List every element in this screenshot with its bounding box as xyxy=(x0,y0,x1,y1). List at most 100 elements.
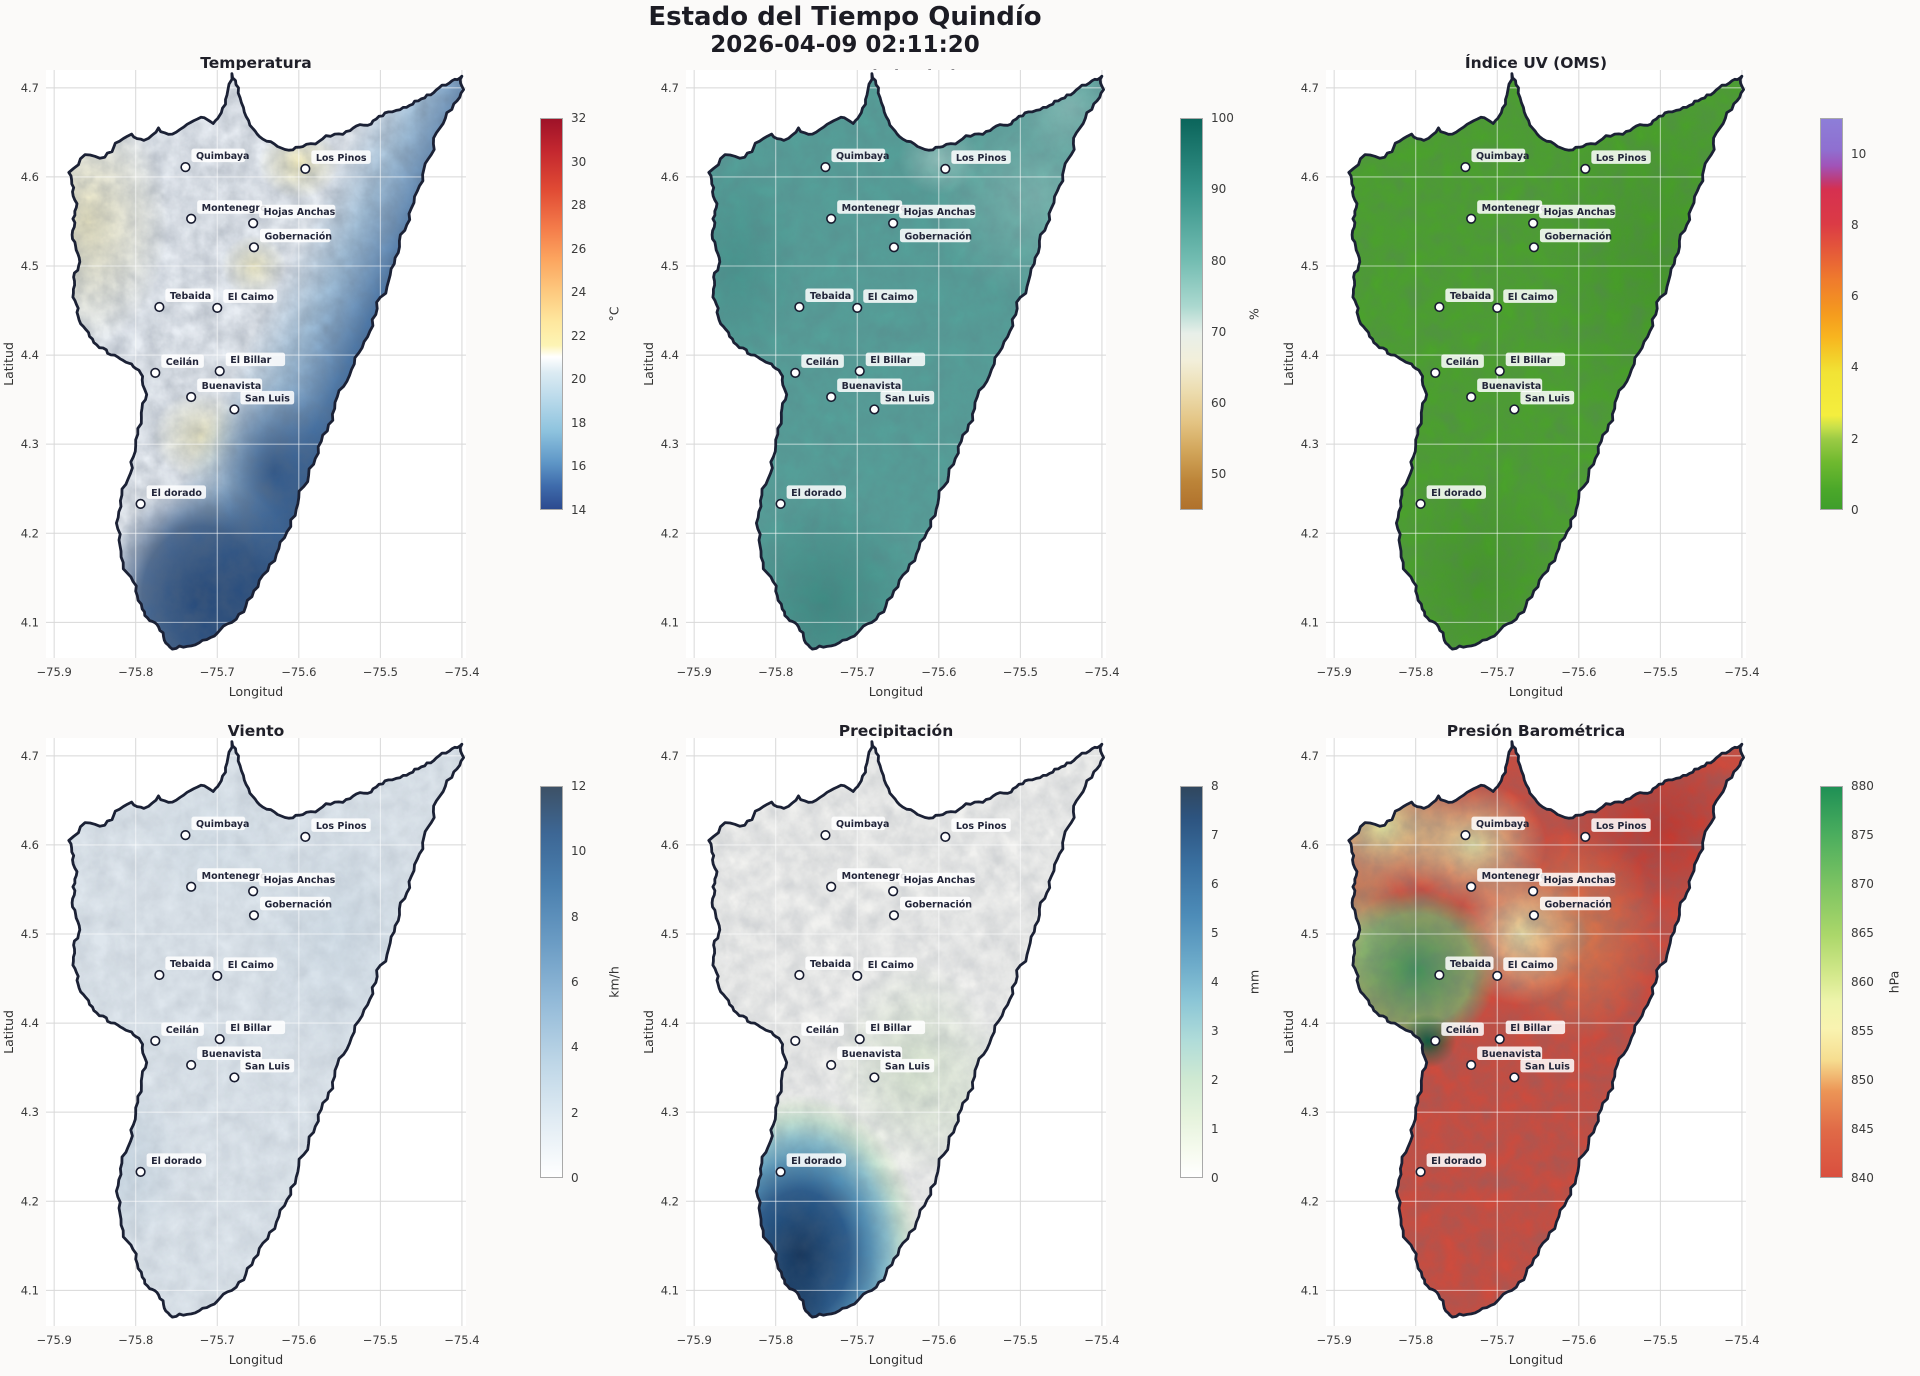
city-gobernación: Gobernación xyxy=(888,896,972,921)
colorbar-tick: 10 xyxy=(1851,146,1867,161)
colorbar-gradient xyxy=(1820,118,1843,510)
x-axis-label: Longitud xyxy=(869,684,923,699)
figure-timestamp: 2026-04-09 02:11:20 xyxy=(710,32,980,58)
svg-text:−75.5: −75.5 xyxy=(1643,1333,1678,1347)
axis-tick-labels: −75.9 −75.8 −75.7 −75.6 −75.5 −75.4 4.7 4.6 4.5 4… xyxy=(661,81,1120,679)
city-montenegro: Montenegro xyxy=(186,868,267,892)
svg-text:Hojas Anchas: Hojas Anchas xyxy=(1544,207,1616,218)
svg-text:4.3: 4.3 xyxy=(1301,437,1319,451)
svg-text:El dorado: El dorado xyxy=(791,488,842,499)
panel-humedad: Humedad Relativa Quimbaya Los Pinos Mont… xyxy=(640,36,1280,704)
colorbar-tick: 20 xyxy=(571,372,587,387)
city-montenegro: Montenegro xyxy=(186,200,267,224)
svg-text:4.1: 4.1 xyxy=(661,615,679,629)
svg-text:El Billar: El Billar xyxy=(230,355,271,366)
colorbar-precipitacion: 8 7 6 5 4 3 2 1 0 mm xyxy=(1180,732,1280,1372)
city-quimbaya: Quimbaya xyxy=(180,148,250,173)
svg-text:Quimbaya: Quimbaya xyxy=(1476,819,1530,830)
x-axis-label: Longitud xyxy=(1509,684,1563,699)
svg-text:Buenavista: Buenavista xyxy=(202,381,262,392)
svg-text:Gobernación: Gobernación xyxy=(904,231,972,242)
svg-text:4.2: 4.2 xyxy=(1301,1194,1319,1208)
svg-text:Gobernación: Gobernación xyxy=(264,231,332,242)
city-el-dorado: El dorado xyxy=(1415,485,1487,509)
colorbar-tick: 845 xyxy=(1851,1122,1874,1136)
svg-text:Quimbaya: Quimbaya xyxy=(1476,151,1530,162)
colorbar-tick: 18 xyxy=(571,415,587,430)
colorbar-tick: 880 xyxy=(1851,779,1874,793)
svg-text:4.5: 4.5 xyxy=(21,927,39,941)
colorbar-tick: 7 xyxy=(1211,828,1219,842)
colorbar-tick: 0 xyxy=(571,1171,579,1185)
colorbar-tick: 0 xyxy=(1851,503,1859,517)
city-tebaida: Tebaida xyxy=(154,956,214,981)
svg-text:Quimbaya: Quimbaya xyxy=(196,151,250,162)
svg-text:El Caimo: El Caimo xyxy=(868,292,915,303)
svg-text:Tebaida: Tebaida xyxy=(810,291,851,302)
svg-text:−75.7: −75.7 xyxy=(840,1333,875,1347)
colorbar-tick: 22 xyxy=(571,328,587,343)
colorbar-tick: 860 xyxy=(1851,975,1874,989)
city-tebaida: Tebaida xyxy=(794,288,854,313)
svg-text:El Billar: El Billar xyxy=(230,1023,271,1034)
axis-tick-labels: −75.9 −75.8 −75.7 −75.6 −75.5 −75.4 4.7 4.6 4.5 4… xyxy=(661,749,1120,1347)
svg-text:Buenavista: Buenavista xyxy=(842,381,902,392)
svg-text:4.2: 4.2 xyxy=(661,1194,679,1208)
colorbar-tick: 1 xyxy=(1211,1122,1219,1136)
svg-text:Tebaida: Tebaida xyxy=(170,959,211,970)
city-los-pinos: Los Pinos xyxy=(1580,150,1651,174)
city-buenavista: Buenavista xyxy=(186,1046,263,1071)
svg-text:Montenegro: Montenegro xyxy=(842,203,907,214)
svg-text:Gobernación: Gobernación xyxy=(264,899,332,910)
svg-text:Montenegro: Montenegro xyxy=(842,871,907,882)
city-buenavista: Buenavista xyxy=(826,378,903,403)
city-el-dorado: El dorado xyxy=(135,1153,207,1177)
city-montenegro: Montenegro xyxy=(1466,868,1547,892)
svg-text:−75.8: −75.8 xyxy=(758,665,793,679)
colorbar-tick: 90 xyxy=(1211,182,1227,197)
colorbar-tick: 70 xyxy=(1211,324,1227,339)
city-gobernación: Gobernación xyxy=(1528,896,1612,921)
city-san-luis: San Luis xyxy=(229,390,295,415)
svg-text:Buenavista: Buenavista xyxy=(1482,1049,1542,1060)
svg-text:4.1: 4.1 xyxy=(1301,1283,1319,1297)
city-hojas-anchas: Hojas Anchas xyxy=(888,204,976,229)
y-axis-label: Latitud xyxy=(1281,1010,1296,1054)
svg-text:Tebaida: Tebaida xyxy=(1450,959,1491,970)
svg-text:−75.5: −75.5 xyxy=(363,1333,398,1347)
axis-tick-labels: −75.9 −75.8 −75.7 −75.6 −75.5 −75.4 4.7 4.6 4.5 4… xyxy=(21,81,480,679)
svg-text:El dorado: El dorado xyxy=(791,1156,842,1167)
colorbar-gradient xyxy=(540,118,563,510)
svg-text:4.4: 4.4 xyxy=(1301,1016,1319,1030)
city-los-pinos: Los Pinos xyxy=(300,150,371,174)
svg-text:−75.5: −75.5 xyxy=(1003,1333,1038,1347)
y-axis-label: Latitud xyxy=(1,1010,16,1054)
city-markers: Quimbaya Los Pinos Montenegro Hojas Anch… xyxy=(1415,816,1651,1177)
colorbar-tick: 4 xyxy=(571,1040,579,1055)
svg-text:4.1: 4.1 xyxy=(21,1283,39,1297)
panel-precipitacion: Precipitación Quimbaya Los Pinos Montene… xyxy=(640,704,1280,1372)
city-markers: Quimbaya Los Pinos Montenegro Hojas Anch… xyxy=(775,148,1011,509)
svg-text:El Billar: El Billar xyxy=(870,355,911,366)
city-san-luis: San Luis xyxy=(1509,390,1575,415)
colorbar-tick: 8 xyxy=(1851,217,1859,232)
city-markers: Quimbaya Los Pinos Montenegro Hojas Anch… xyxy=(1415,148,1651,509)
svg-text:4.6: 4.6 xyxy=(21,170,39,184)
svg-text:4.5: 4.5 xyxy=(661,259,679,273)
colorbar-temperatura: 32 30 28 26 24 22 20 18 16 14 °C xyxy=(540,64,640,704)
city-quimbaya: Quimbaya xyxy=(1460,816,1530,841)
panel-title-presion: Presión Barométrica xyxy=(1446,721,1626,740)
city-buenavista: Buenavista xyxy=(1466,378,1543,403)
axis-tick-labels: −75.9 −75.8 −75.7 −75.6 −75.5 −75.4 4.7 4.6 4.5 4… xyxy=(21,749,480,1347)
svg-text:−75.4: −75.4 xyxy=(1724,1333,1759,1347)
department-boundary xyxy=(1347,740,1745,1319)
svg-text:Los Pinos: Los Pinos xyxy=(956,821,1007,832)
city-el-caimo: El Caimo xyxy=(212,289,278,313)
city-el-caimo: El Caimo xyxy=(852,957,918,981)
map-temperatura: Quimbaya Los Pinos Montenegro Hojas Anch… xyxy=(0,64,500,708)
city-montenegro: Montenegro xyxy=(826,868,907,892)
svg-text:−75.7: −75.7 xyxy=(200,1333,235,1347)
city-san-luis: San Luis xyxy=(869,390,935,415)
svg-text:−75.8: −75.8 xyxy=(118,665,153,679)
colorbar-tick: 50 xyxy=(1211,467,1227,482)
